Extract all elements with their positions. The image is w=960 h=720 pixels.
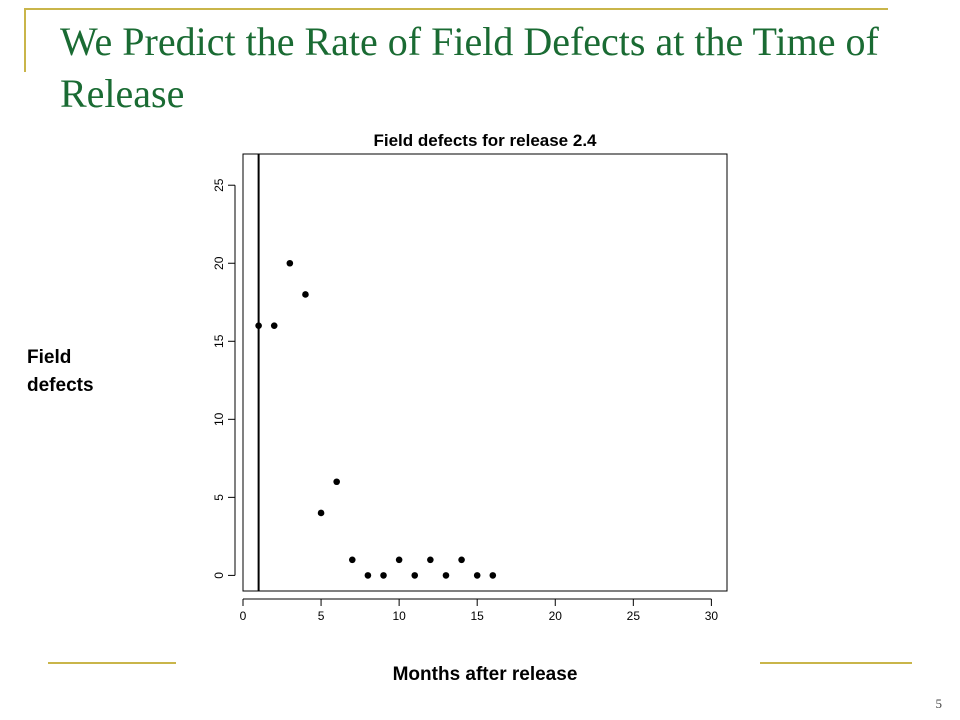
x-tick-label: 20 (549, 609, 563, 623)
data-point (489, 572, 497, 579)
chart-title: Field defects for release 2.4 (373, 131, 597, 150)
x-tick-label: 0 (240, 609, 247, 623)
data-point (427, 556, 434, 564)
axes: 0 5 10 15 20 25 30 0 5 10 15 20 25 (212, 153, 728, 623)
data-point (255, 322, 262, 329)
y-axis-label: Field defects (27, 344, 127, 400)
x-tick-label: 10 (392, 609, 406, 623)
x-tick-label: 15 (471, 609, 485, 623)
x-tick-label: 25 (627, 609, 641, 623)
data-point (395, 556, 403, 564)
y-tick-label: 5 (212, 494, 226, 501)
slide-title: We Predict the Rate of Field Defects at … (60, 19, 879, 116)
data-point (270, 322, 278, 329)
data-point (458, 556, 465, 564)
x-tick-label: 30 (705, 609, 719, 623)
data-point (473, 572, 481, 579)
x-axis-label: Months after release (392, 664, 578, 685)
page-number: 5 (935, 696, 943, 711)
y-tick-label: 20 (212, 256, 226, 270)
data-point (380, 572, 387, 579)
data-point (411, 572, 419, 579)
data-point (348, 556, 356, 564)
data-points (255, 154, 497, 591)
data-point (286, 259, 294, 267)
top-rule (24, 8, 888, 10)
data-point (364, 572, 372, 579)
y-tick-label: 15 (212, 334, 226, 348)
y-axis-label-text: Field defects (27, 347, 94, 396)
left-rule (24, 8, 26, 72)
data-point (442, 572, 450, 579)
data-point (333, 478, 340, 486)
data-point (317, 509, 325, 517)
x-tick-label: 5 (318, 609, 325, 623)
y-tick-label: 10 (212, 412, 226, 426)
data-point (302, 291, 309, 298)
y-tick-label: 0 (212, 572, 226, 579)
bottom-rule-left (48, 662, 176, 664)
plot-frame (242, 153, 728, 592)
bottom-rule-right (760, 662, 912, 664)
y-tick-label: 25 (212, 178, 226, 192)
